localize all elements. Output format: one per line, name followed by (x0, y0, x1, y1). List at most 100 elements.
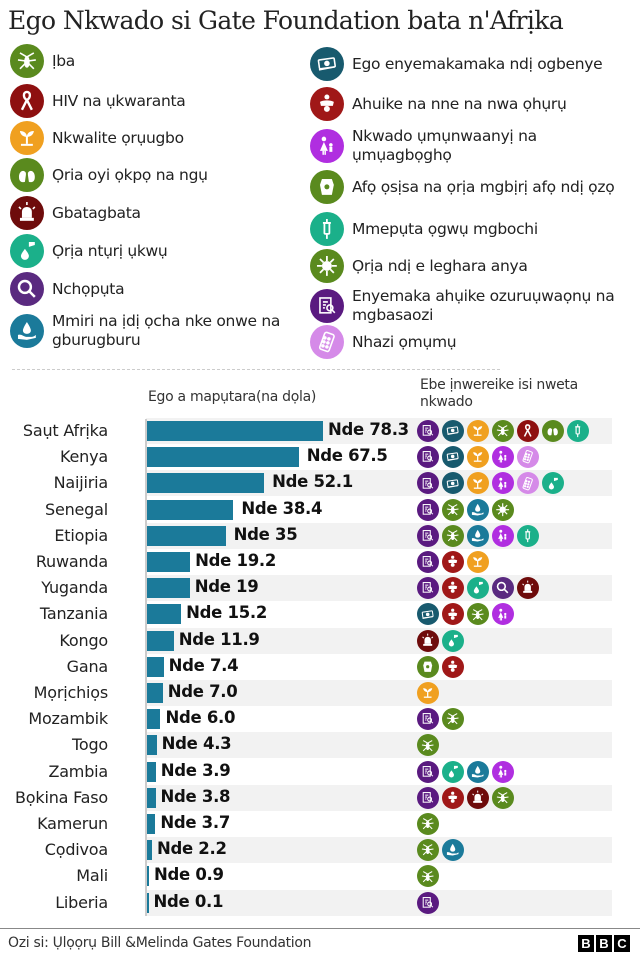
value-label: Nde 6.0 (165, 708, 236, 728)
hand-drop-icon (467, 760, 489, 783)
bar (147, 814, 156, 834)
value-label: Nde 2.2 (156, 839, 227, 859)
country-label: Bọkina Faso (15, 787, 108, 807)
country-label: Mozambik (28, 709, 108, 729)
hand-drop-icon (10, 314, 44, 348)
mosquito-icon (417, 839, 439, 862)
source-note: Ozi si: Ụlọọrụ Bill &Melinda Gates Found… (8, 935, 312, 951)
country-label: Gana (66, 656, 109, 676)
hand-drop-icon (467, 524, 489, 547)
body-icon (310, 170, 344, 204)
focus-area-icons (417, 708, 464, 731)
country-label: Liberia (55, 892, 108, 912)
focus-area-icons (417, 603, 514, 626)
legend-item: Nhazi ọmụmụ (310, 325, 457, 359)
bar (147, 525, 226, 546)
legend-label: Ego enyemakamaka ndị ogbenye (352, 54, 603, 73)
logo-letter: B (596, 935, 612, 952)
value-label: Nde 35 (233, 524, 298, 544)
legend-item: Ego enyemakamaka ndị ogbenye (310, 47, 603, 81)
drop-tap-icon (10, 234, 44, 268)
woman-child-icon (492, 472, 514, 495)
mosquito-icon (417, 865, 439, 888)
mother-baby-icon (442, 786, 464, 809)
bar-row: Bọkina Faso Nde 3.8 (0, 784, 612, 811)
legend-label: Enyemaka ahụike ozuruụwaọnụ na mgbasaozi (352, 287, 615, 324)
pills-icon (310, 325, 344, 359)
logo-letter: B (578, 935, 594, 952)
legend-item: Ọria oyi ọkpọ na ngụ (10, 158, 208, 192)
bar-row: Saụt Afrịka Nde 78.3 (0, 418, 612, 444)
legend-label: Afọ ọsịsa na ọrịa mgbịrị afọ ndị ọzọ (352, 177, 615, 196)
value-label: Nde 11.9 (178, 629, 260, 649)
country-label: Kamerun (37, 814, 108, 833)
value-label: Nde 19.2 (195, 551, 277, 570)
focus-area-icons (417, 524, 539, 547)
bar (147, 447, 299, 468)
body-icon (417, 655, 439, 678)
footer-divider (0, 928, 640, 929)
bar-row: Yuganda Nde 19 (0, 575, 612, 602)
legend-item: Nkwado ụmụnwaanyị na ụmụagbọghọ (310, 127, 640, 165)
legend-label: Nkwalite ọrụugbo (52, 128, 184, 147)
bar-row: Kongo Nde 11.9 (0, 627, 612, 654)
bar (147, 761, 156, 782)
bar-row: Tanzania Nde 15.2 (0, 601, 612, 627)
siren-icon (467, 786, 489, 809)
bar (147, 840, 152, 861)
lungs-icon (10, 158, 44, 192)
amount-column-header: Ego a mapụtara(na dọla) (148, 389, 317, 405)
bar-row: Mali Nde 0.9 (0, 863, 612, 889)
legend-item: Ịba (10, 44, 75, 78)
row-background (146, 732, 612, 759)
woman-child-icon (310, 129, 344, 163)
bar (147, 656, 164, 677)
magnifier-icon (10, 272, 44, 306)
focus-area-icons (417, 760, 514, 783)
focus-area-icons (417, 813, 439, 835)
row-background (146, 837, 612, 864)
report-icon (310, 289, 344, 323)
focus-area-icons (417, 498, 514, 521)
report-icon (417, 420, 439, 442)
legend-label: Ọrịa ntụrị ụkwụ (52, 241, 168, 260)
money-icon (417, 603, 439, 626)
focus-area-icons (417, 891, 439, 914)
legend-label: Mmiri na ịdị ọcha nke onwe na gburugburu (52, 312, 281, 349)
ribbon-icon (10, 84, 44, 118)
legend-item: Ọrịa ndị e leghara anya (310, 249, 528, 283)
magnifier-icon (492, 577, 514, 600)
bar-row: Mozambik Nde 6.0 (0, 706, 612, 732)
bar (147, 578, 190, 599)
hand-drop-icon (467, 498, 489, 521)
divider (12, 369, 500, 370)
woman-child-icon (492, 446, 514, 469)
report-icon (417, 760, 439, 783)
drop-tap-icon (467, 577, 489, 600)
logo-letter: C (614, 935, 630, 952)
legend-label: Ọrịa ndị e leghara anya (352, 256, 528, 275)
report-icon (417, 498, 439, 521)
plant-icon (467, 420, 489, 442)
ribbon-icon (517, 420, 539, 442)
legend-label: Mmepụta ọgwụ mgbochi (352, 219, 538, 238)
bar-row: Etiopia Nde 35 (0, 522, 612, 549)
bar-row: Gana Nde 7.4 (0, 654, 612, 680)
drop-tap-icon (442, 760, 464, 783)
value-label: Nde 3.7 (160, 813, 230, 832)
value-label: Nde 38.4 (241, 498, 323, 518)
focus-area-icons (417, 655, 464, 678)
bar (147, 604, 182, 625)
bar (147, 892, 149, 913)
mosquito-icon (10, 44, 44, 78)
legend: Ịba HIV na ụkwaranta Nkwalite ọrụugbo Ọria … (0, 42, 640, 359)
bar-row: Togo Nde 4.3 (0, 732, 612, 759)
focus-area-icons (417, 786, 514, 809)
legend-item: HIV na ụkwaranta (10, 84, 186, 118)
siren-icon (10, 196, 44, 230)
focus-area-icons (417, 734, 439, 757)
bar (147, 473, 265, 494)
plant-icon (467, 446, 489, 469)
row-background (146, 680, 612, 706)
value-label: Nde 78.3 (328, 420, 409, 439)
